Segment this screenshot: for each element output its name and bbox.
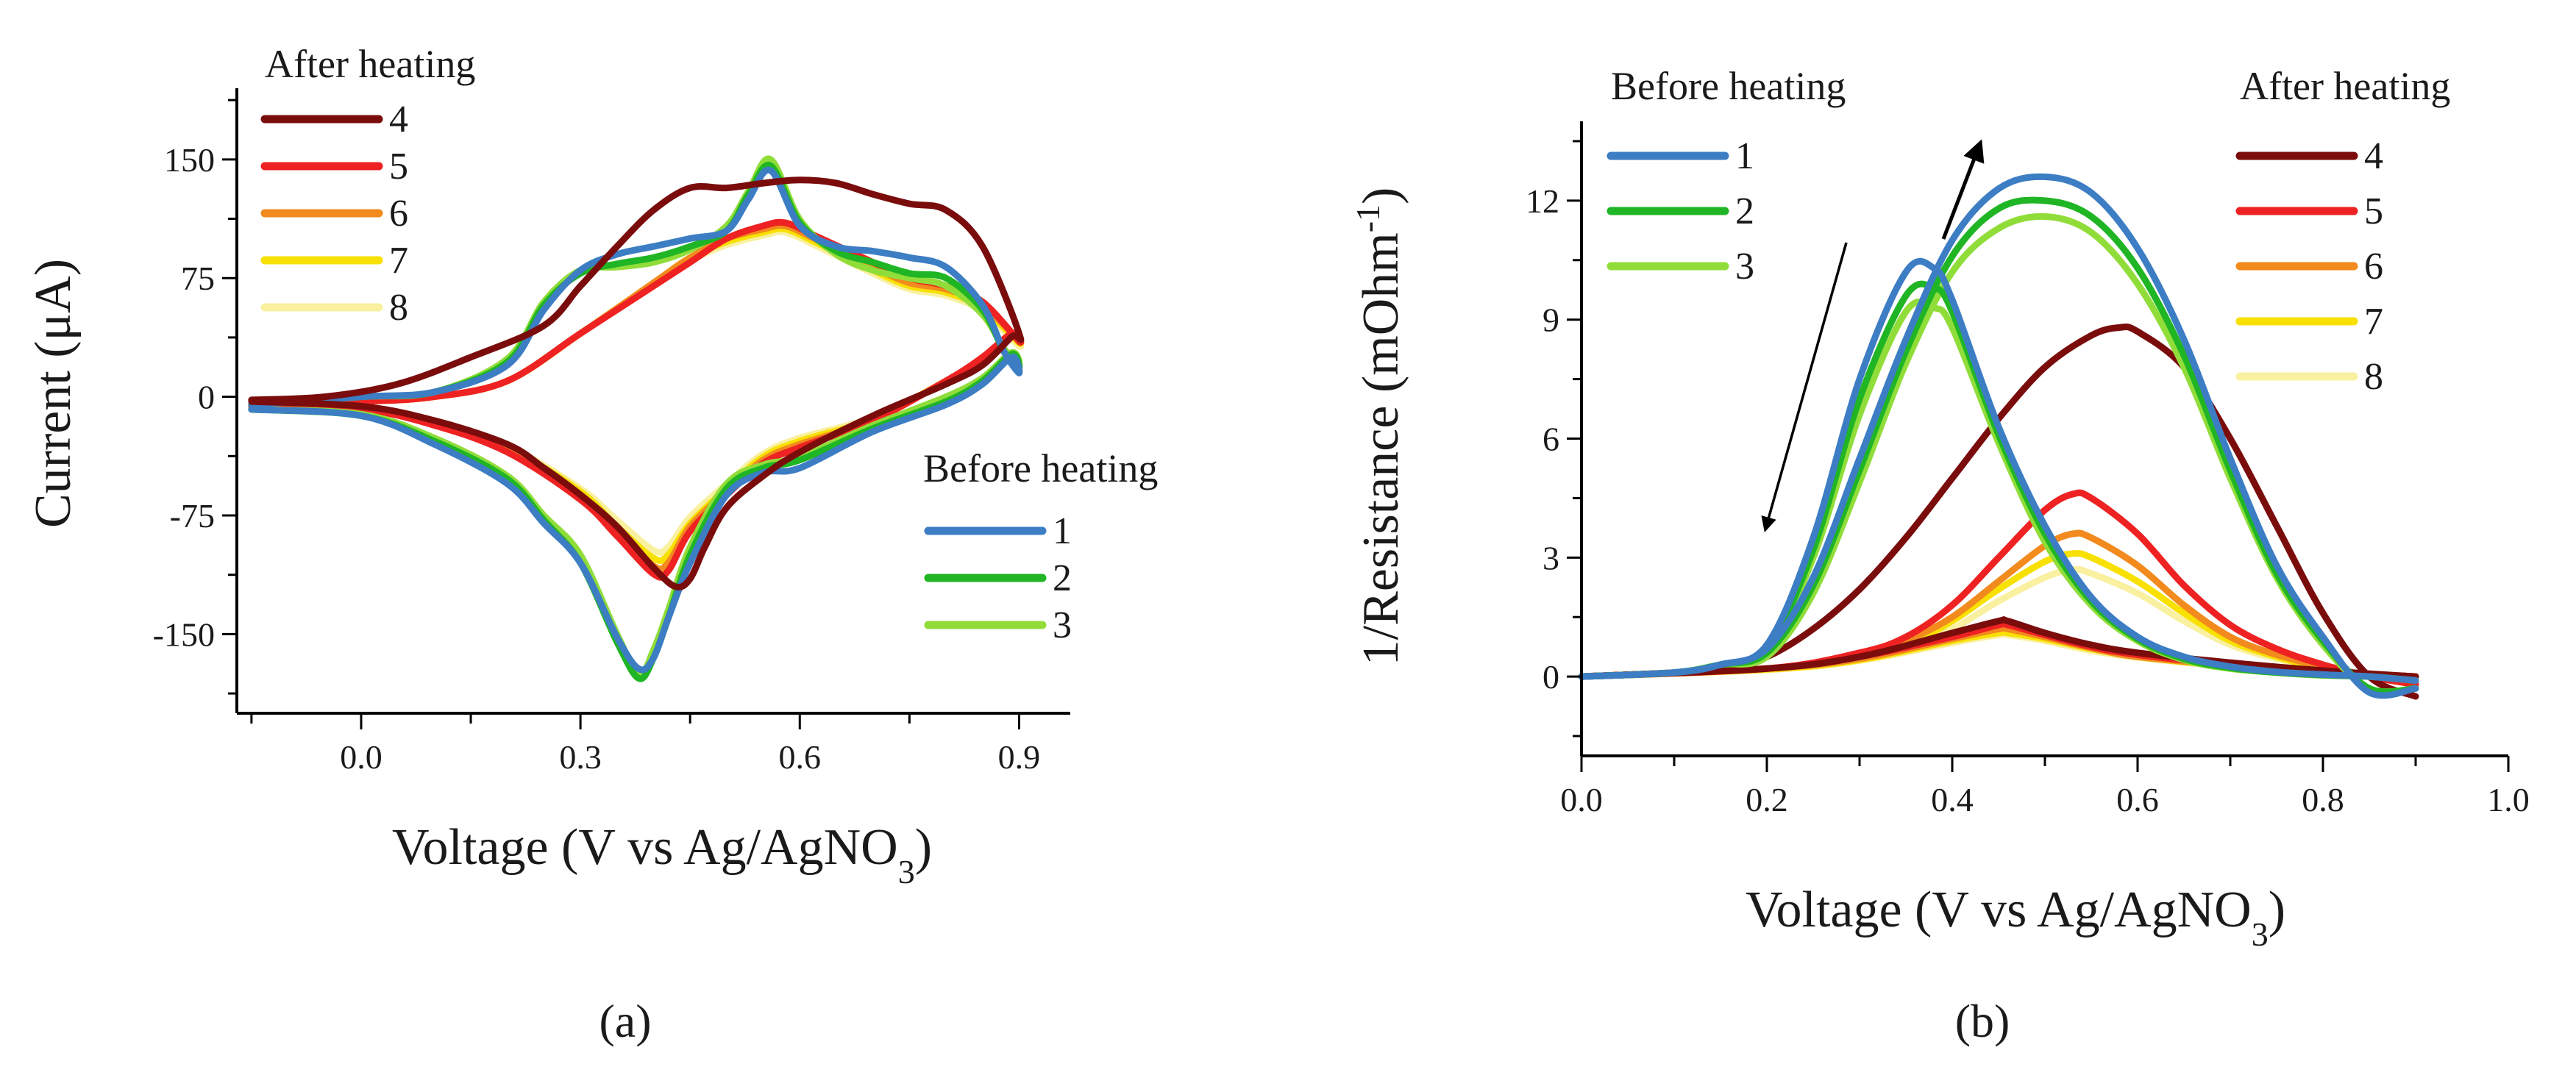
panel-b-curves xyxy=(1578,173,2419,700)
y-tick-label: -75 xyxy=(170,497,215,535)
panel-a-legend-before-label-1: 1 xyxy=(1053,510,1072,552)
panel-b-legend-before-label-1: 1 xyxy=(1735,135,1754,177)
y-tick-label: 3 xyxy=(1543,539,1559,576)
panel-b-legend-after-label-4: 4 xyxy=(2364,135,2383,177)
x-tick-label: 0.3 xyxy=(559,738,602,776)
panel-a-legend-before-heating: Before heating 1 2 3 xyxy=(923,446,1158,646)
x-tick-label: 0.0 xyxy=(1560,781,1603,818)
panel-b-legend-after-label-5: 5 xyxy=(2364,190,2383,232)
x-tick-label: 0.9 xyxy=(998,738,1041,776)
x-tick-label: 0.2 xyxy=(1746,781,1788,818)
series-4-line xyxy=(1578,616,2419,680)
x-tick-label: 0.4 xyxy=(1931,781,1974,818)
y-tick-label: 6 xyxy=(1543,421,1559,458)
series-4-line xyxy=(1578,323,2419,700)
panel-b-legend-before-title: Before heating xyxy=(1611,64,1846,108)
panel-a-legend-before-label-2: 2 xyxy=(1053,557,1072,599)
panel-b-legend-after-label-8: 8 xyxy=(2364,356,2383,398)
panel-b-y-axis-title: 1/Resistance (mOhm-1) xyxy=(1349,188,1410,666)
series-5-line xyxy=(1578,489,2419,688)
series-1-line xyxy=(1578,173,2419,699)
panel-a-legend-after-label-4: 4 xyxy=(389,99,408,140)
arrow-down-icon xyxy=(1761,242,1848,533)
series-1-line xyxy=(248,166,1023,674)
series-4-line xyxy=(248,176,1025,590)
x-tick-label: 0.0 xyxy=(340,738,383,776)
y-tick-label: -150 xyxy=(153,615,215,653)
x-tick-label: 1.0 xyxy=(2487,781,2530,818)
panel-b-x-axis-title: Voltage (V vs Ag/AgNO3) xyxy=(1746,882,2285,953)
panel-a-label: (a) xyxy=(599,995,651,1047)
panel-a-legend-after-heating: After heating 4 5 6 7 8 xyxy=(260,42,475,329)
panel-b-legend-after-label-7: 7 xyxy=(2364,301,2383,343)
y-tick-label: 12 xyxy=(1526,182,1559,220)
panel-b-legend-before-heating: Before heating 1 2 3 xyxy=(1607,64,1846,288)
panel-b-label: (b) xyxy=(1955,995,2010,1047)
panel-a-legend-after-title: After heating xyxy=(265,42,475,86)
panel-a-legend-after-label-5: 5 xyxy=(389,146,408,188)
panel-b-legend-after-heating: After heating 4 5 6 7 8 xyxy=(2235,64,2450,398)
panel-b-legend-after-title: After heating xyxy=(2240,64,2450,108)
y-tick-label: 0 xyxy=(1543,658,1559,696)
y-tick-label: 0 xyxy=(198,379,215,416)
y-tick-label: 9 xyxy=(1543,301,1559,339)
panel-a-legend-after-label-7: 7 xyxy=(389,240,408,282)
x-tick-label: 0.6 xyxy=(779,738,822,776)
arrow-up-icon xyxy=(1941,139,1985,240)
panel-b-legend-after-label-6: 6 xyxy=(2364,246,2383,288)
panel-b-legend-before-label-3: 3 xyxy=(1735,246,1754,288)
panel-a-legend-after-label-8: 8 xyxy=(389,287,408,329)
x-tick-label: 0.6 xyxy=(2116,781,2159,818)
y-tick-label: 75 xyxy=(181,260,215,297)
panel-a-y-axis-title: Current (μA) xyxy=(25,259,82,528)
panel-a-x-axis-title: Voltage (V vs Ag/AgNO3) xyxy=(392,819,932,890)
x-tick-label: 0.8 xyxy=(2302,781,2344,818)
y-tick-label: 150 xyxy=(164,141,215,179)
panel-a-legend-before-label-3: 3 xyxy=(1053,604,1072,646)
panel-a-curves xyxy=(248,155,1025,682)
panel-a-legend-after-label-6: 6 xyxy=(389,193,408,235)
panel-a-legend-before-title: Before heating xyxy=(923,446,1158,490)
panel-b-legend-before-label-2: 2 xyxy=(1735,190,1754,232)
